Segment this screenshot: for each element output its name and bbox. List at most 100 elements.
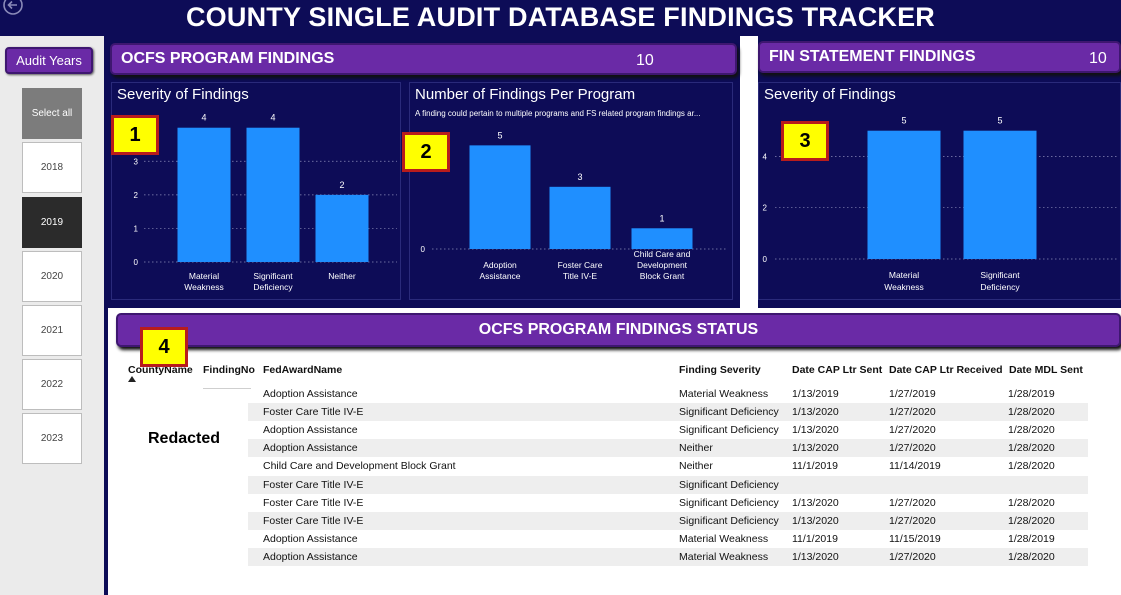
- category-label: Adoption Assistance: [479, 260, 520, 281]
- year-2018-button[interactable]: 2018: [22, 142, 82, 193]
- cell-finding-severity: Significant Deficiency: [679, 514, 779, 527]
- sort-ascending-icon[interactable]: [128, 376, 136, 382]
- data-label: 4: [270, 113, 275, 123]
- y-tick-label: 0: [421, 245, 426, 254]
- category-label: Child Care and Development Block Grant: [634, 249, 691, 281]
- cell-fed-award-name: Adoption Assistance: [263, 424, 358, 437]
- cell-finding-severity: Material Weakness: [679, 532, 769, 545]
- col-date-cap-sent[interactable]: Date CAP Ltr Sent: [792, 364, 883, 376]
- chart-2-svg: 0 5 Adoption Assistance 3 Foster Care Title IV…: [421, 130, 728, 281]
- table-row[interactable]: Adoption Assistance Material Weakness 11/1…: [248, 530, 1088, 548]
- col-date-cap-received[interactable]: Date CAP Ltr Received: [889, 364, 1003, 376]
- ocfs-findings-count: 10: [636, 52, 654, 69]
- table-row[interactable]: Foster Care Title IV-E Significant Defici…: [248, 475, 1088, 494]
- y-tick-label: 0: [763, 255, 768, 264]
- table-row[interactable]: Adoption Assistance Significant Deficienc…: [248, 421, 1088, 439]
- cell-date-mdl-sent: 1/28/2020: [1008, 460, 1055, 473]
- cell-fed-award-name: Adoption Assistance: [263, 442, 358, 455]
- year-2020-button[interactable]: 2020: [22, 251, 82, 302]
- table-row[interactable]: Foster Care Title IV-E Significant Defici…: [248, 494, 1088, 512]
- y-tick-label: 1: [134, 224, 139, 233]
- year-2019-button[interactable]: 2019: [22, 197, 82, 248]
- data-label: 4: [201, 113, 206, 123]
- table-header-row: CountyName FindingNo FedAwardName Findin…: [124, 361, 1088, 385]
- bar[interactable]: [315, 194, 369, 262]
- cell-date-cap-received: 1/27/2020: [889, 406, 936, 419]
- chart-1-svg: 0 1 2 3 4 Material Weakness 4 Significant Deficie…: [134, 113, 397, 292]
- chart-3-svg: 0 2 4 5 Material Weakness 5 Significant Deficien…: [763, 116, 1119, 292]
- year-2023-button[interactable]: 2023: [22, 413, 82, 464]
- y-tick-label: 0: [134, 258, 139, 267]
- table-row[interactable]: Adoption Assistance Neither 1/13/2020 1/27/…: [248, 439, 1088, 458]
- category-label: Neither: [328, 271, 356, 281]
- cell-date-mdl-sent: 1/28/2020: [1008, 514, 1055, 527]
- category-label: Foster Care Title IV-E: [558, 260, 603, 281]
- table-row[interactable]: Adoption Assistance Material Weakness 1/13…: [248, 547, 1088, 566]
- category-label: Material Weakness: [884, 270, 924, 292]
- table-row[interactable]: Foster Care Title IV-E Significant Defici…: [248, 403, 1088, 422]
- cell-date-mdl-sent: 1/28/2020: [1008, 406, 1055, 419]
- data-label: 3: [577, 172, 582, 182]
- cell-date-mdl-sent: 1/28/2020: [1008, 424, 1055, 437]
- cell-fed-award-name: Foster Care Title IV-E: [263, 406, 364, 419]
- bar[interactable]: [177, 127, 231, 262]
- col-county-name[interactable]: CountyName: [128, 364, 193, 376]
- cell-finding-severity: Material Weakness: [679, 550, 769, 563]
- cell-date-mdl-sent: 1/28/2020: [1008, 496, 1055, 509]
- findings-status-table: CountyName FindingNo FedAwardName Findin…: [124, 361, 1088, 567]
- cell-date-mdl-sent: 1/28/2019: [1008, 388, 1055, 400]
- findings-status-header: OCFS PROGRAM FINDINGS STATUS: [116, 313, 1121, 347]
- bar[interactable]: [963, 130, 1037, 259]
- cell-finding-severity: Neither: [679, 442, 713, 455]
- cell-finding-severity: Significant Deficiency: [679, 478, 779, 491]
- audit-years-button[interactable]: Audit Years: [5, 47, 93, 74]
- cell-date-cap-received: 1/27/2020: [889, 424, 936, 437]
- cell-date-cap-received: 1/27/2020: [889, 442, 936, 455]
- cell-finding-severity: Neither: [679, 460, 713, 473]
- back-arrow-icon[interactable]: [2, 0, 24, 16]
- cell-date-cap-received: 1/27/2020: [889, 496, 936, 509]
- fs-findings-header: FIN STATEMENT FINDINGS 10: [758, 41, 1121, 73]
- col-fed-award-name[interactable]: FedAwardName: [263, 364, 343, 376]
- cell-date-cap-received: 11/15/2019: [889, 532, 941, 545]
- cell-date-cap-sent: 1/13/2020: [792, 424, 839, 437]
- bar[interactable]: [549, 186, 611, 249]
- bar[interactable]: [867, 130, 941, 259]
- data-label: 5: [497, 130, 502, 140]
- cell-finding-severity: Significant Deficiency: [679, 496, 779, 509]
- chart-severity-ocfs: Severity of Findings 0 1 2 3 4 Material Weakne…: [111, 82, 401, 300]
- category-label: Significant Deficiency: [253, 271, 293, 292]
- ocfs-findings-title: OCFS PROGRAM FINDINGS: [121, 50, 335, 67]
- cell-finding-severity: Significant Deficiency: [679, 424, 779, 437]
- fs-findings-count: 10: [1089, 50, 1107, 67]
- bar[interactable]: [631, 228, 693, 249]
- redacted-label: Redacted: [148, 430, 221, 447]
- col-date-mdl-sent[interactable]: Date MDL Sent: [1009, 364, 1083, 376]
- cell-date-cap-sent: 11/1/2019: [792, 532, 838, 545]
- cell-date-cap-sent: 1/13/2020: [792, 442, 839, 455]
- table-row[interactable]: Adoption Assistance Material Weakness 1/13…: [248, 385, 1088, 403]
- y-tick-label: 2: [763, 204, 768, 213]
- bar[interactable]: [246, 127, 300, 262]
- cell-date-cap-sent: 1/13/2020: [792, 550, 839, 563]
- select-all-year-button[interactable]: Select all: [22, 88, 82, 139]
- panel-gap: [740, 36, 758, 308]
- cell-date-cap-received: 11/14/2019: [889, 460, 941, 473]
- category-label: Significant Deficiency: [980, 270, 1020, 292]
- cell-fed-award-name: Adoption Assistance: [263, 388, 358, 400]
- year-2022-button[interactable]: 2022: [22, 359, 82, 410]
- y-tick-label: 4: [763, 152, 768, 161]
- col-finding-severity[interactable]: Finding Severity: [679, 364, 761, 376]
- table-row[interactable]: Child Care and Development Block Grant Ne…: [248, 457, 1088, 475]
- y-tick-label: 3: [134, 157, 139, 166]
- table-row[interactable]: Foster Care Title IV-E Significant Defici…: [248, 511, 1088, 530]
- cell-date-cap-received: 1/27/2019: [889, 388, 936, 400]
- year-2021-button[interactable]: 2021: [22, 305, 82, 356]
- bar[interactable]: [469, 145, 531, 249]
- divider: [104, 36, 108, 595]
- ocfs-findings-header: OCFS PROGRAM FINDINGS 10: [110, 43, 737, 75]
- col-finding-no[interactable]: FindingNo: [203, 364, 255, 376]
- top-bar: [0, 0, 1121, 36]
- chart-severity-fs: Severity of Findings 0 2 4 5 Material Weaknes…: [758, 82, 1121, 300]
